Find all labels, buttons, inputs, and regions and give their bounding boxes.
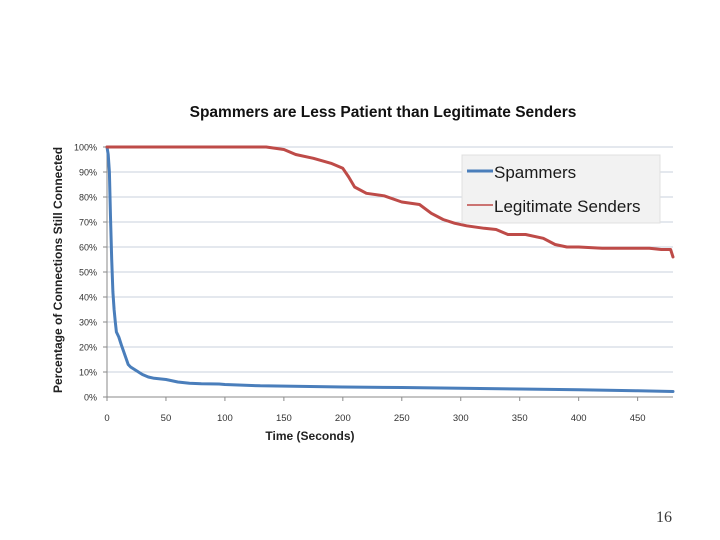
x-tick-label: 300 xyxy=(453,413,469,424)
y-tick-label: 10% xyxy=(79,368,97,378)
legend-label-legitimate-senders: Legitimate Senders xyxy=(494,197,640,216)
y-tick-label: 80% xyxy=(79,193,97,203)
series-line-spammers xyxy=(105,145,675,393)
x-axis-label: Time (Seconds) xyxy=(265,429,354,443)
x-tick-label: 0 xyxy=(104,413,109,424)
x-tick-label: 50 xyxy=(161,413,172,424)
legend-label-spammers: Spammers xyxy=(494,163,576,182)
legend-box xyxy=(461,154,661,224)
y-tick-label: 70% xyxy=(79,218,97,228)
y-tick-label: 0% xyxy=(84,393,97,403)
series-lines xyxy=(105,145,675,393)
y-tick-label: 90% xyxy=(79,168,97,178)
x-tick-label: 100 xyxy=(217,413,233,424)
chart-legend: Spammers Legitimate Senders xyxy=(461,154,661,224)
y-tick-label: 100% xyxy=(74,143,97,153)
y-tick-labels: 0% 10% 20% 30% 40% 50% 60% 70% 80% 90% 100% xyxy=(74,143,97,403)
x-tick-label: 200 xyxy=(335,413,351,424)
gridlines xyxy=(107,146,673,373)
y-tick-label: 50% xyxy=(79,268,97,278)
y-tick-label: 20% xyxy=(79,343,97,353)
y-tick-label: 30% xyxy=(79,318,97,328)
x-tick-label: 350 xyxy=(512,413,528,424)
x-tick-label: 450 xyxy=(630,413,646,424)
y-axis-label: Percentage of Connections Still Connecte… xyxy=(51,147,65,393)
x-tick-label: 150 xyxy=(276,413,292,424)
x-tick-label: 400 xyxy=(571,413,587,424)
x-tick-labels: 0 50 100 150 200 250 300 350 400 450 xyxy=(104,413,645,424)
x-tick-label: 250 xyxy=(394,413,410,424)
chart-title: Spammers are Less Patient than Legitimat… xyxy=(190,104,577,121)
y-tick-label: 40% xyxy=(79,293,97,303)
series-line-legitimate-senders xyxy=(105,145,675,259)
y-tick-label: 60% xyxy=(79,243,97,253)
page-number: 16 xyxy=(656,509,672,526)
